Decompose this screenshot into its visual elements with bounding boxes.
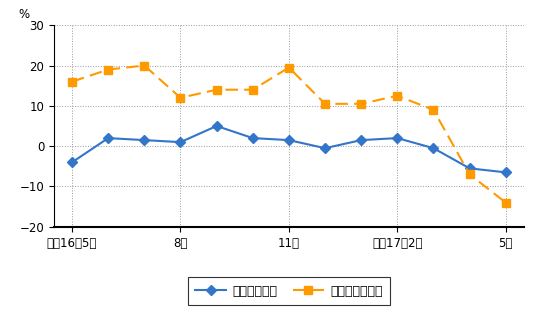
総実労働時間 [249,136,256,140]
総実労働時間 [467,166,473,170]
総実労働時間 [177,140,184,144]
総実労働時間 [358,138,365,142]
総実労働時間 [322,146,328,150]
所定外労働時間 [177,96,184,100]
所定外労働時間 [286,66,292,69]
所定外労働時間 [69,80,75,83]
総実労働時間 [430,146,437,150]
総実労働時間 [503,170,509,174]
総実労働時間 [394,136,401,140]
所定外労働時間 [141,64,147,67]
所定外労働時間 [249,88,256,92]
所定外労働時間 [394,94,401,98]
Text: %: % [19,8,30,21]
総実労働時間 [69,160,75,164]
所定外労働時間 [322,102,328,106]
Line: 総実労働時間: 総実労働時間 [68,122,510,176]
所定外労働時間 [503,201,509,204]
Legend: 総実労働時間, 所定外労働時間: 総実労働時間, 所定外労働時間 [188,278,390,306]
所定外労働時間 [467,173,473,176]
総実労働時間 [213,124,220,128]
所定外労働時間 [105,68,111,72]
所定外労働時間 [213,88,220,92]
所定外労働時間 [358,102,365,106]
総実労働時間 [286,138,292,142]
総実労働時間 [105,136,111,140]
所定外労働時間 [430,108,437,112]
Line: 所定外労働時間: 所定外労働時間 [68,62,510,206]
総実労働時間 [141,138,147,142]
